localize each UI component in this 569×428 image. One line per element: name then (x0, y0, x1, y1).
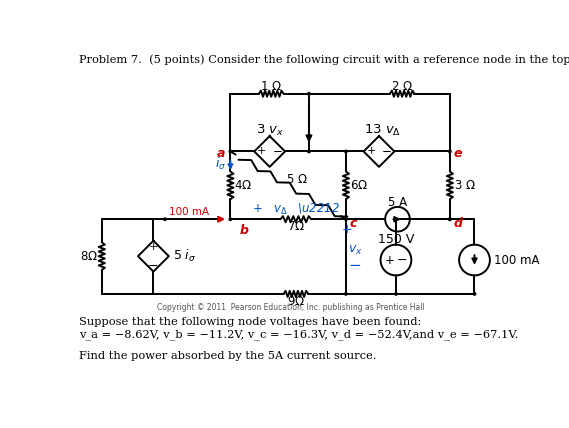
Circle shape (473, 292, 476, 296)
Text: 9$\Omega$: 9$\Omega$ (287, 295, 305, 308)
Text: 6$\Omega$: 6$\Omega$ (350, 179, 368, 192)
Circle shape (344, 149, 348, 153)
Text: Copyright © 2011  Pearson Education, Inc. publishing as Prentice Hall: Copyright © 2011 Pearson Education, Inc.… (158, 303, 425, 312)
Circle shape (394, 292, 398, 296)
Circle shape (344, 292, 348, 296)
Text: −: − (397, 254, 407, 268)
Text: 5 $\Omega$: 5 $\Omega$ (286, 172, 308, 186)
Text: 1 $\Omega$: 1 $\Omega$ (260, 80, 282, 93)
Circle shape (307, 92, 311, 95)
Circle shape (448, 217, 452, 221)
Text: v_a = −8.62V, v_b = −11.2V, v_c = −16.3V, v_d = −52.4V,and v_e = −67.1V.: v_a = −8.62V, v_b = −11.2V, v_c = −16.3V… (79, 330, 518, 340)
Circle shape (307, 149, 311, 153)
Text: d: d (453, 217, 462, 230)
Text: c: c (350, 217, 357, 230)
Text: 150 V: 150 V (378, 233, 414, 246)
Text: Find the power absorbed by the 5A current source.: Find the power absorbed by the 5A curren… (79, 351, 376, 360)
Text: 3 $\Omega$: 3 $\Omega$ (453, 179, 476, 192)
Text: 5 A: 5 A (388, 196, 407, 209)
Text: 13 $v_\Delta$: 13 $v_\Delta$ (364, 123, 401, 138)
Text: −: − (273, 145, 282, 158)
Text: +   $v_\Delta$   \u2212: + $v_\Delta$ \u2212 (252, 202, 340, 217)
Text: b: b (240, 223, 249, 237)
Circle shape (229, 149, 232, 153)
Text: Suppose that the following node voltages have been found:: Suppose that the following node voltages… (79, 318, 421, 327)
Text: +: + (366, 146, 376, 157)
Text: 4$\Omega$: 4$\Omega$ (234, 179, 252, 192)
Text: 100 mA: 100 mA (169, 207, 209, 217)
Text: a: a (217, 147, 225, 160)
Circle shape (448, 217, 452, 221)
Text: −: − (148, 260, 159, 273)
Text: +: + (257, 146, 267, 157)
Text: 2 $\Omega$: 2 $\Omega$ (391, 80, 413, 93)
Text: Problem 7.  (5 points) Consider the following circuit with a reference node in t: Problem 7. (5 points) Consider the follo… (79, 54, 569, 65)
Text: +: + (149, 242, 158, 252)
Text: 7$\Omega$: 7$\Omega$ (287, 220, 305, 233)
Circle shape (344, 217, 348, 221)
Circle shape (163, 217, 167, 221)
Text: 8$\Omega$: 8$\Omega$ (80, 250, 98, 263)
Text: $i_\sigma$: $i_\sigma$ (215, 156, 226, 172)
Text: 100 mA: 100 mA (494, 253, 539, 267)
Text: $v_x$: $v_x$ (348, 244, 362, 256)
Text: 3 $v_x$: 3 $v_x$ (255, 123, 284, 138)
Text: −: − (349, 258, 361, 273)
Text: e: e (453, 147, 462, 160)
Circle shape (448, 149, 452, 153)
Text: +: + (385, 253, 395, 267)
Text: +: + (342, 223, 353, 236)
Circle shape (229, 217, 232, 221)
Text: −: − (382, 145, 391, 158)
Text: 5 $i_\sigma$: 5 $i_\sigma$ (172, 248, 196, 264)
